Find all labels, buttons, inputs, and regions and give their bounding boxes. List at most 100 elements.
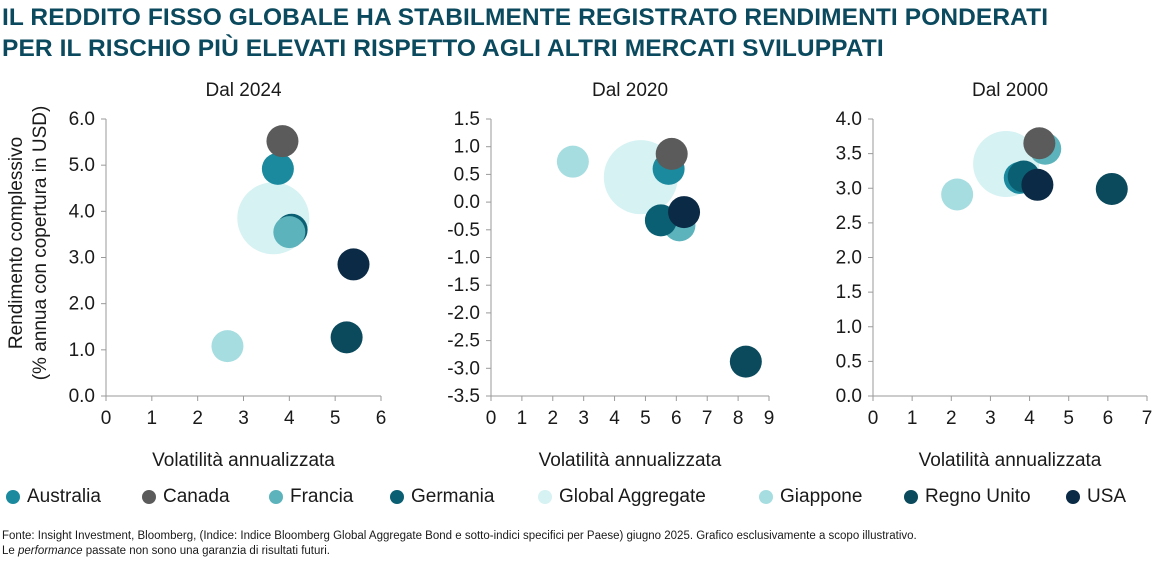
- panel-title: Dal 2000: [972, 80, 1048, 101]
- x-tick-label: 1: [147, 408, 158, 429]
- y-tick-label: -1.0: [447, 248, 480, 269]
- x-tick-label: 3: [985, 408, 996, 429]
- y-tick-label: 2.0: [69, 294, 95, 315]
- x-tick-label: 9: [764, 408, 775, 429]
- y-tick-label: 0.0: [836, 386, 862, 407]
- chart-title: IL REDDITO FISSO GLOBALE HA STABILMENTE …: [2, 2, 1048, 64]
- y-tick-label: 2.5: [836, 213, 862, 234]
- x-tick-label: 5: [1063, 408, 1074, 429]
- legend-label: Australia: [27, 486, 101, 507]
- title-line-1: IL REDDITO FISSO GLOBALE HA STABILMENTE …: [2, 4, 1049, 31]
- legend-item-germania: Germania: [390, 486, 494, 508]
- x-tick-label: 6: [376, 408, 387, 429]
- footer-disclaimer: Le performance passate non sono una gara…: [2, 544, 917, 559]
- x-tick-label: 6: [671, 408, 682, 429]
- legend-item-australia: Australia: [6, 486, 101, 508]
- point-usa: [337, 248, 370, 281]
- x-tick-label: 7: [1142, 408, 1153, 429]
- y-tick-label: 5.0: [69, 155, 95, 176]
- x-tick-label: 2: [547, 408, 558, 429]
- x-axis-label: Volatilità annualizzata: [152, 450, 335, 471]
- y-tick-label: 0.0: [69, 386, 95, 407]
- y-tick-label: -2.5: [447, 331, 480, 352]
- legend-label: Global Aggregate: [559, 486, 706, 507]
- point-regno-unito: [729, 345, 762, 378]
- footer-disclaimer-post: passate non sono una garanzia di risulta…: [82, 545, 330, 557]
- y-tick-label: 1.0: [454, 137, 480, 158]
- panel-title: Dal 2020: [592, 80, 668, 101]
- x-tick-label: 4: [284, 408, 295, 429]
- legend-swatch: [759, 490, 773, 504]
- legend-item-canada: Canada: [142, 486, 230, 508]
- legend-swatch: [6, 490, 20, 504]
- legend-item-regno-unito: Regno Unito: [904, 486, 1031, 508]
- footer-note: Fonte: Insight Investment, Bloomberg, (I…: [2, 529, 917, 559]
- legend-label: Francia: [290, 486, 354, 507]
- x-tick-label: 7: [702, 408, 713, 429]
- y-tick-label: 1.5: [454, 109, 480, 130]
- legend-swatch: [269, 490, 283, 504]
- point-canada: [1023, 127, 1056, 160]
- x-tick-label: 0: [868, 408, 879, 429]
- legend-label: USA: [1087, 486, 1127, 507]
- y-tick-label: 0.5: [454, 164, 480, 185]
- x-tick-label: 5: [330, 408, 341, 429]
- x-tick-label: 6: [1103, 408, 1114, 429]
- x-axis-label: Volatilità annualizzata: [539, 450, 722, 471]
- legend-swatch: [538, 490, 552, 504]
- y-tick-label: 4.0: [69, 201, 95, 222]
- x-tick-label: 1: [517, 408, 528, 429]
- legend-item-global-aggregate: Global Aggregate: [538, 486, 706, 508]
- x-tick-label: 2: [946, 408, 957, 429]
- y-tick-label: -1.5: [447, 275, 480, 296]
- x-tick-label: 3: [238, 408, 249, 429]
- y-tick-label: 0.0: [454, 192, 480, 213]
- y-tick-label: 0.5: [836, 351, 862, 372]
- x-tick-label: 5: [640, 408, 651, 429]
- y-tick-label: -2.0: [447, 303, 480, 324]
- point-giappone: [556, 145, 589, 178]
- y-tick-label: 1.0: [836, 317, 862, 338]
- x-tick-label: 0: [486, 408, 497, 429]
- y-tick-label: -3.5: [447, 386, 480, 407]
- y-tick-label: 4.0: [836, 109, 862, 130]
- title-line-2: PER IL RISCHIO PIÙ ELEVATI RISPETTO AGLI…: [2, 35, 884, 62]
- legend-item-francia: Francia: [269, 486, 353, 508]
- y-tick-label: 3.5: [836, 144, 862, 165]
- point-regno-unito: [1095, 172, 1128, 205]
- point-giappone: [211, 330, 244, 363]
- x-tick-label: 1: [907, 408, 918, 429]
- y-tick-label: 6.0: [69, 109, 95, 130]
- point-usa: [668, 196, 701, 229]
- legend-swatch: [1066, 490, 1080, 504]
- y-tick-label: 1.5: [836, 282, 862, 303]
- footer-disclaimer-pre: Le: [2, 545, 18, 557]
- legend: Australia Canada Francia Germania Global…: [6, 486, 1166, 510]
- footer-disclaimer-em: performance: [18, 545, 83, 557]
- point-giappone: [941, 178, 974, 211]
- y-tick-label: 3.0: [69, 248, 95, 269]
- legend-label: Germania: [411, 486, 495, 507]
- legend-item-giappone: Giappone: [759, 486, 862, 508]
- point-francia: [273, 216, 306, 249]
- y-axis-label-line-1: Rendimento complessivo: [6, 137, 27, 349]
- y-tick-label: -0.5: [447, 220, 480, 241]
- panel-title: Dal 2024: [205, 80, 281, 101]
- point-usa: [1021, 168, 1054, 201]
- x-tick-label: 0: [101, 408, 112, 429]
- y-tick-label: 3.0: [836, 178, 862, 199]
- footer-source: Fonte: Insight Investment, Bloomberg, (I…: [2, 530, 917, 542]
- x-axis-label: Volatilità annualizzata: [919, 450, 1102, 471]
- x-tick-label: 2: [192, 408, 203, 429]
- y-tick-label: 2.0: [836, 248, 862, 269]
- legend-label: Regno Unito: [925, 486, 1031, 507]
- point-canada: [655, 137, 688, 170]
- legend-label: Giappone: [780, 486, 863, 507]
- x-tick-label: 8: [733, 408, 744, 429]
- y-tick-label: -3.0: [447, 358, 480, 379]
- legend-item-usa: USA: [1066, 486, 1126, 508]
- y-tick-label: 1.0: [69, 340, 95, 361]
- point-australia: [261, 152, 294, 185]
- x-tick-label: 3: [578, 408, 589, 429]
